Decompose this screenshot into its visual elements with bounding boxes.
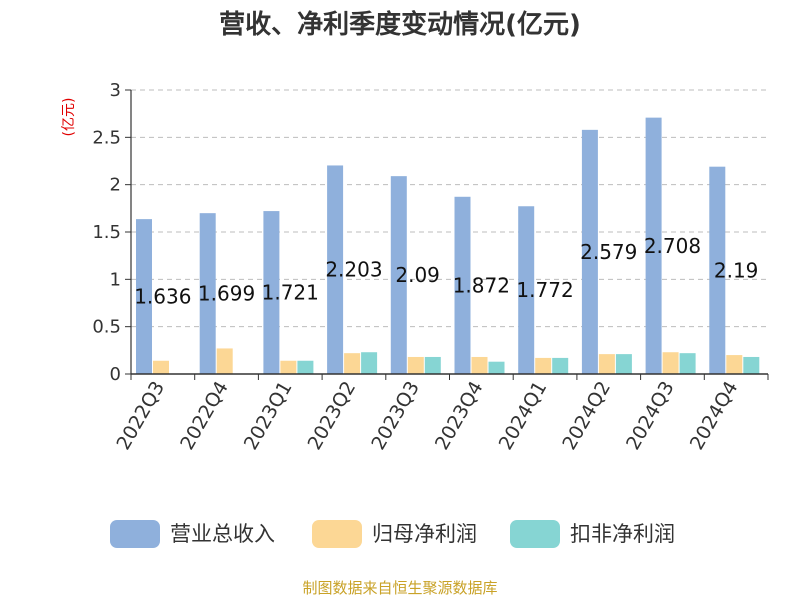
x-tick-label: 2023Q1 [240, 378, 297, 454]
legend-label: 营业总收入 [170, 522, 275, 546]
bar [743, 356, 760, 374]
data-label: 1.636 [134, 285, 191, 309]
data-label: 1.721 [262, 281, 319, 305]
bar [581, 129, 598, 374]
data-label: 2.19 [714, 258, 759, 282]
data-label: 2.203 [325, 258, 382, 282]
y-axis-ticks: 0 0.5 1 1.5 2 2.5 3 [92, 80, 131, 385]
bar [662, 352, 679, 374]
bar [153, 360, 169, 374]
bar [424, 356, 441, 374]
bar [471, 356, 488, 374]
bar [518, 206, 535, 374]
bar [454, 196, 471, 374]
bar [645, 117, 662, 374]
bar [709, 166, 726, 374]
bar [199, 213, 216, 374]
bar [216, 348, 233, 374]
y-tick-label: 2.5 [92, 127, 121, 148]
legend-swatch [510, 520, 560, 548]
data-label: 2.09 [395, 263, 440, 287]
chart-title: 营收、净利季度变动情况(亿元) [219, 9, 581, 40]
data-label: 1.872 [453, 273, 510, 297]
x-tick-label: 2023Q3 [367, 378, 424, 454]
y-tick-label: 1 [110, 269, 121, 290]
bar [726, 355, 743, 374]
legend-label: 归母净利润 [372, 522, 477, 546]
bar [679, 353, 696, 374]
data-label: 2.579 [580, 240, 637, 264]
bar [136, 219, 152, 374]
bar [488, 361, 505, 374]
bar [263, 211, 280, 374]
y-tick-label: 3 [110, 80, 121, 101]
bar [615, 354, 632, 374]
bars [136, 117, 760, 374]
bar [598, 354, 615, 374]
grid-lines [131, 89, 768, 328]
bar [327, 165, 344, 374]
legend-label: 扣非净利润 [570, 522, 675, 546]
source-note: 制图数据来自恒生聚源数据库 [302, 579, 497, 597]
legend: 营业总收入 归母净利润 扣非净利润 [110, 520, 675, 548]
bar [390, 176, 407, 374]
y-tick-label: 0.5 [92, 317, 121, 338]
y-tick-label: 1.5 [92, 222, 121, 243]
bar [407, 356, 424, 374]
bar [552, 357, 569, 374]
x-tick-label: 2024Q1 [495, 378, 552, 454]
x-axis-ticks: 2022Q3 2022Q4 2023Q1 2023Q2 2023Q3 2023Q4 2024… [112, 374, 769, 454]
y-tick-label: 2 [110, 175, 121, 196]
x-tick-label: 2023Q4 [431, 378, 488, 454]
bar [344, 353, 361, 374]
bar [280, 360, 297, 374]
y-tick-label: 0 [110, 364, 121, 385]
x-tick-label: 2024Q3 [622, 378, 679, 454]
x-tick-label: 2024Q4 [686, 378, 743, 454]
y-axis-unit-label: (亿元) [61, 98, 77, 137]
bar [535, 357, 552, 374]
bar [297, 360, 314, 374]
bar [361, 352, 378, 374]
x-tick-label: 2022Q4 [176, 378, 233, 454]
legend-swatch [312, 520, 362, 548]
x-tick-label: 2023Q2 [304, 378, 361, 454]
x-tick-label: 2022Q3 [112, 378, 169, 454]
data-label: 1.699 [198, 282, 255, 306]
data-label: 2.708 [644, 234, 701, 258]
x-tick-label: 2024Q2 [558, 378, 615, 454]
legend-swatch [110, 520, 160, 548]
data-label: 1.772 [516, 278, 573, 302]
